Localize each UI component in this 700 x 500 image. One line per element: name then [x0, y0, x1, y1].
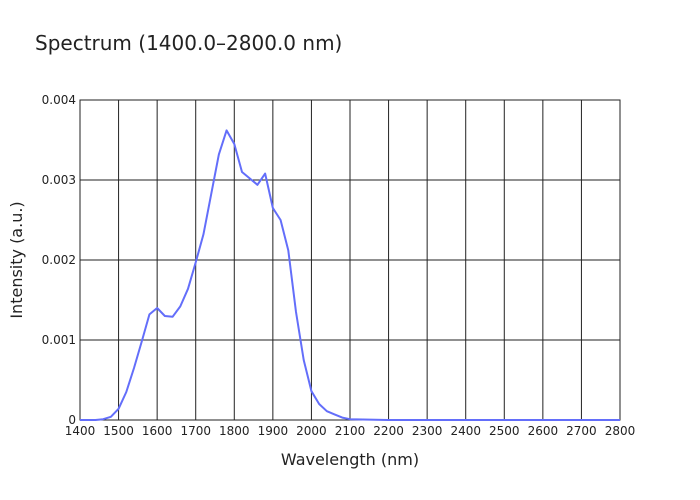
x-tick-label: 2300	[412, 424, 443, 438]
grid-lines	[79, 99, 621, 421]
spectrum-line	[80, 129, 620, 421]
x-tick-label: 2100	[335, 424, 366, 438]
x-tick-label: 1400	[65, 424, 96, 438]
y-axis-ticks: 0 0.001 0.002 0.003 0.004	[42, 93, 76, 427]
x-tick-label: 2200	[373, 424, 404, 438]
chart-title: Spectrum (1400.0–2800.0 nm)	[35, 31, 342, 55]
x-tick-label: 1700	[180, 424, 211, 438]
x-tick-label: 2800	[605, 424, 636, 438]
y-tick-label: 0	[68, 413, 76, 427]
x-tick-label: 2600	[528, 424, 559, 438]
y-axis-title: Intensity (a.u.)	[7, 201, 26, 318]
x-tick-label: 2400	[450, 424, 481, 438]
y-tick-label: 0.002	[42, 253, 76, 267]
x-tick-label: 2000	[296, 424, 327, 438]
x-tick-label: 1800	[219, 424, 250, 438]
x-tick-label: 2700	[566, 424, 597, 438]
y-tick-label: 0.003	[42, 173, 76, 187]
x-axis-title: Wavelength (nm)	[281, 450, 419, 469]
y-tick-label: 0.001	[42, 333, 76, 347]
x-tick-label: 2500	[489, 424, 520, 438]
x-tick-label: 1500	[103, 424, 134, 438]
x-axis-ticks: 1400 1500 1600 1700 1800 1900 2000 2100 2200 2300…	[65, 424, 636, 438]
series-group	[80, 129, 620, 421]
x-tick-label: 1600	[142, 424, 173, 438]
y-tick-label: 0.004	[42, 93, 76, 107]
x-tick-label: 1900	[258, 424, 289, 438]
